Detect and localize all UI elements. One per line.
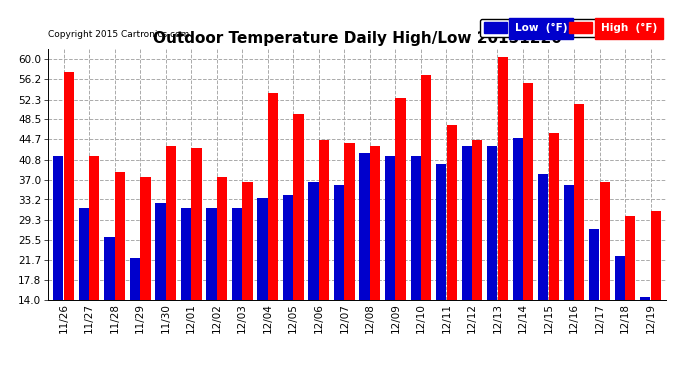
Bar	[181, 209, 191, 300]
Bar	[651, 211, 661, 300]
Bar	[564, 185, 574, 300]
Bar	[472, 140, 482, 300]
Bar	[319, 140, 329, 300]
Bar	[155, 203, 166, 300]
Bar	[538, 174, 549, 300]
Bar	[283, 195, 293, 300]
Bar	[513, 138, 523, 300]
Bar	[574, 104, 584, 300]
Bar	[615, 255, 625, 300]
Bar	[549, 132, 559, 300]
Bar	[411, 156, 421, 300]
Bar	[217, 177, 227, 300]
Bar	[115, 172, 125, 300]
Bar	[104, 237, 115, 300]
Bar	[487, 146, 497, 300]
Bar	[370, 146, 380, 300]
Bar	[206, 209, 217, 300]
Bar	[130, 258, 140, 300]
Title: Outdoor Temperature Daily High/Low 20151220: Outdoor Temperature Daily High/Low 20151…	[152, 31, 562, 46]
Bar	[53, 156, 63, 300]
Bar	[293, 114, 304, 300]
Bar	[436, 164, 446, 300]
Bar	[242, 182, 253, 300]
Bar	[63, 72, 74, 300]
Text: Copyright 2015 Cartronics.com: Copyright 2015 Cartronics.com	[48, 30, 190, 39]
Legend: Low  (°F), High  (°F): Low (°F), High (°F)	[480, 19, 660, 37]
Bar	[640, 297, 651, 300]
Bar	[497, 57, 508, 300]
Bar	[462, 146, 472, 300]
Bar	[140, 177, 150, 300]
Bar	[359, 153, 370, 300]
Bar	[308, 182, 319, 300]
Bar	[166, 146, 176, 300]
Bar	[89, 156, 99, 300]
Bar	[79, 209, 89, 300]
Bar	[257, 198, 268, 300]
Bar	[268, 93, 278, 300]
Bar	[344, 143, 355, 300]
Bar	[232, 209, 242, 300]
Bar	[446, 124, 457, 300]
Bar	[600, 182, 610, 300]
Bar	[395, 99, 406, 300]
Bar	[625, 216, 635, 300]
Bar	[334, 185, 344, 300]
Bar	[385, 156, 395, 300]
Bar	[421, 75, 431, 300]
Bar	[191, 148, 201, 300]
Bar	[589, 230, 600, 300]
Bar	[523, 83, 533, 300]
